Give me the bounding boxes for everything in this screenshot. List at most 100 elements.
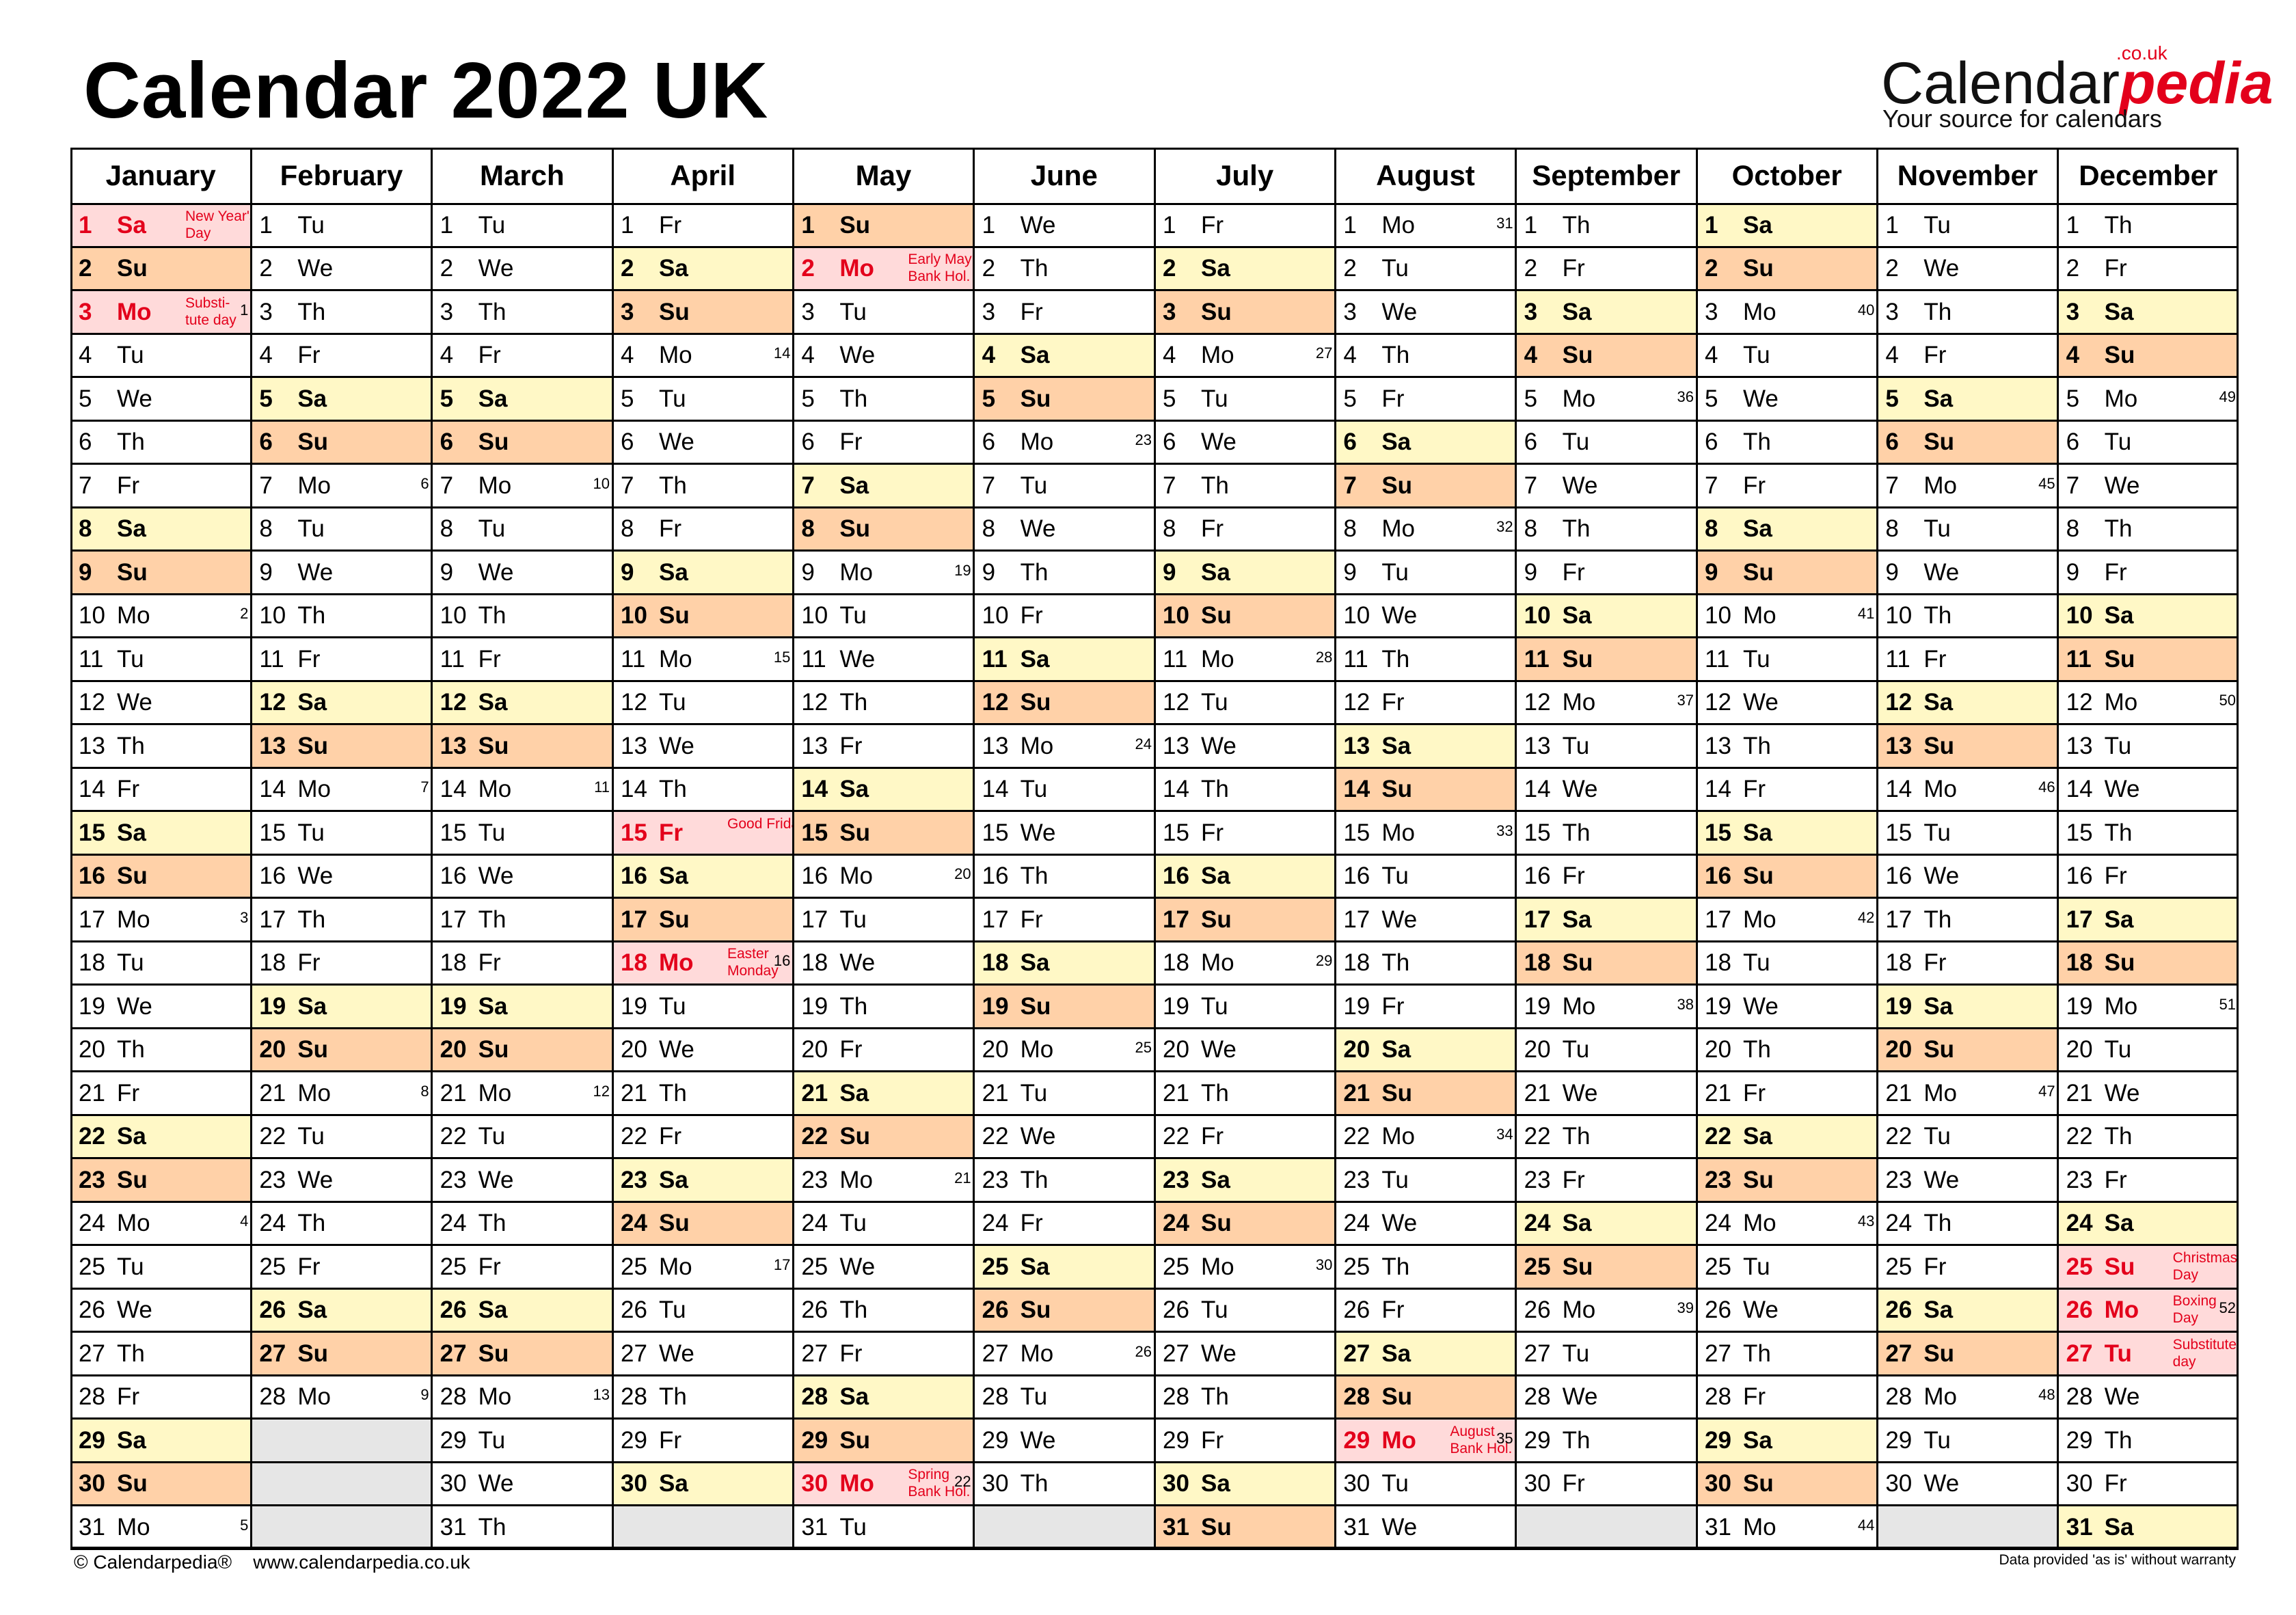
day-cell: 20 Th <box>1697 1028 1877 1071</box>
day-cell: 27 Tu Substitute day <box>2057 1331 2239 1376</box>
row-divider <box>70 940 2239 942</box>
day-cell: 13 Su <box>251 724 432 768</box>
day-number: 6 <box>1163 429 1176 456</box>
day-cell: 28 Th <box>612 1375 793 1418</box>
day-number: 4 <box>1524 342 1538 369</box>
day-cell: 10 Fr <box>974 594 1154 637</box>
row-divider <box>70 245 2239 248</box>
day-cell: 30 Tu <box>1335 1462 1515 1505</box>
day-number: 28 <box>801 1383 828 1411</box>
day-number: 30 <box>1163 1470 1189 1497</box>
day-cell: 9 Mo 19 <box>793 551 973 594</box>
month-header-february: February <box>280 159 403 191</box>
weekday-name: Su <box>478 1340 509 1367</box>
row-divider <box>70 463 2239 465</box>
day-number: 26 <box>621 1297 647 1324</box>
weekday-name: We <box>1381 602 1418 629</box>
weekday-name: Sa <box>839 1079 869 1107</box>
day-number: 20 <box>1343 1036 1370 1063</box>
day-number: 20 <box>801 1036 828 1063</box>
day-cell: 2 Sa <box>1154 247 1336 290</box>
weekday-name: Fr <box>659 1123 682 1150</box>
row-divider <box>70 1547 2239 1550</box>
day-cell: 20 Su <box>431 1028 612 1072</box>
weekday-name: Mo <box>1020 1036 1054 1063</box>
weekday-name: Mo <box>659 645 692 673</box>
weekday-name: Sa <box>659 863 688 890</box>
weekday-name: Mo <box>2104 992 2138 1020</box>
day-number: 26 <box>982 1297 1009 1324</box>
day-cell: 5 Sa <box>1877 377 2058 421</box>
day-number: 26 <box>1163 1297 1189 1324</box>
day-cell: 4 Mo 14 <box>612 334 793 377</box>
day-number: 22 <box>621 1123 647 1150</box>
weekday-name: Th <box>1381 949 1410 977</box>
day-number: 22 <box>1163 1123 1189 1150</box>
day-number: 9 <box>801 558 815 586</box>
weekday-name: Mo <box>1923 1383 1957 1411</box>
holiday-label: New Year's Day <box>185 208 251 241</box>
weekday-name: Tu <box>1381 863 1409 890</box>
weekday-name: Su <box>839 212 871 239</box>
weekday-name: Th <box>1743 1036 1771 1063</box>
day-number: 21 <box>1163 1079 1189 1107</box>
day-cell: 16 Tu <box>1335 854 1515 897</box>
column-divider <box>249 148 252 1549</box>
day-cell: 9 Su <box>70 550 252 595</box>
brand-logo[interactable]: Calendarpedia .co.uk Your source for cal… <box>1881 40 2273 142</box>
weekday-name: Fr <box>1562 255 1585 282</box>
day-cell: 8 Tu <box>432 507 612 550</box>
day-cell: 28 Tu <box>974 1375 1154 1418</box>
weekday-name: Fr <box>1381 1297 1405 1324</box>
day-number: 29 <box>1705 1426 1731 1454</box>
day-number: 23 <box>259 1166 286 1193</box>
week-number: 29 <box>1315 952 1333 970</box>
day-number: 24 <box>1524 1210 1551 1237</box>
weekday-name: Mo <box>839 255 874 282</box>
day-cell: 27 Th <box>1697 1332 1877 1375</box>
day-number: 22 <box>440 1123 467 1150</box>
day-number: 17 <box>259 906 286 933</box>
day-number: 10 <box>1163 602 1189 629</box>
weekday-name: Su <box>478 429 509 456</box>
weekday-name: Su <box>1743 1470 1774 1497</box>
brand-tagline: Your source for calendars <box>1882 105 2162 133</box>
day-cell: 7 We <box>1516 464 1697 507</box>
day-number: 27 <box>1885 1340 1913 1367</box>
week-number: 10 <box>593 474 610 492</box>
day-number: 16 <box>982 863 1009 890</box>
weekday-name: Sa <box>2104 906 2134 933</box>
day-cell: 29 We <box>974 1419 1154 1462</box>
day-cell: 17 Th <box>251 898 431 941</box>
weekday-name: Mo <box>1743 1210 1777 1237</box>
day-number: 21 <box>982 1079 1009 1107</box>
day-number: 6 <box>79 429 92 456</box>
weekday-name: Mo <box>2104 689 2138 716</box>
weekday-name: Sa <box>117 212 146 239</box>
day-cell: 25 Tu <box>1697 1245 1877 1288</box>
weekday-name: We <box>297 255 334 282</box>
day-number: 28 <box>440 1383 467 1411</box>
weekday-name: Mo <box>478 776 512 803</box>
day-cell: 18 Fr <box>251 941 431 984</box>
weekday-name: Fr <box>2104 1166 2127 1193</box>
day-number: 25 <box>1524 1253 1551 1280</box>
day-cell: 11 Tu <box>1697 638 1877 681</box>
day-cell: 25 Su <box>1515 1245 1697 1289</box>
row-divider <box>70 419 2239 422</box>
day-cell: 9 Fr <box>1516 551 1697 594</box>
column-divider <box>2057 148 2059 1549</box>
day-number: 17 <box>1705 906 1731 933</box>
day-number: 24 <box>982 1210 1009 1237</box>
weekday-name: Sa <box>1381 1340 1412 1367</box>
month-header-august: August <box>1376 159 1475 191</box>
weekday-name: Su <box>1923 732 1955 759</box>
weekday-name: Th <box>297 1210 326 1237</box>
day-cell: 9 Th <box>974 551 1154 594</box>
day-number: 30 <box>1885 1470 1913 1497</box>
day-cell: 17 Mo 42 <box>1697 898 1877 941</box>
weekday-name: We <box>1381 906 1418 933</box>
day-number: 8 <box>1343 515 1357 543</box>
row-divider <box>70 679 2239 682</box>
row-divider <box>70 549 2239 552</box>
